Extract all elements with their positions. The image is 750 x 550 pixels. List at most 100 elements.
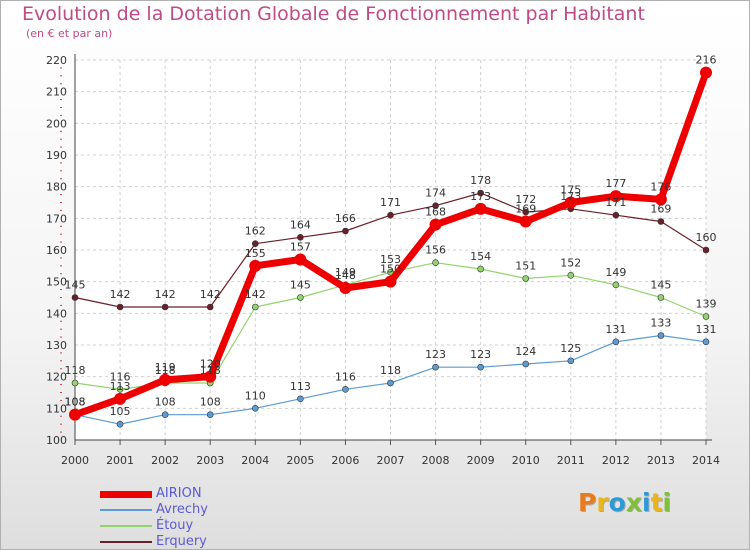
data-point xyxy=(474,202,487,215)
logo-letter: P xyxy=(578,488,597,517)
chart-title: Evolution de la Dotation Globale de Fonc… xyxy=(22,3,645,25)
data-label: 118 xyxy=(200,364,221,377)
logo-letter: r xyxy=(596,488,609,517)
data-point xyxy=(387,379,394,387)
data-point xyxy=(387,211,394,219)
data-point xyxy=(477,265,484,273)
data-point xyxy=(522,275,530,282)
data-point xyxy=(564,196,577,209)
data-label: 142 xyxy=(155,288,176,301)
series xyxy=(69,66,712,428)
x-tick-label: 2008 xyxy=(422,454,450,467)
data-point xyxy=(432,202,439,209)
data-point xyxy=(116,420,124,428)
data-point xyxy=(161,303,169,311)
data-point xyxy=(251,303,259,311)
x-tick-label: 2013 xyxy=(647,454,675,467)
data-point xyxy=(116,386,124,393)
y-tick-label: 150 xyxy=(46,276,67,289)
data-label: 154 xyxy=(470,250,491,263)
y-tick-label: 110 xyxy=(46,402,67,415)
data-point xyxy=(71,294,79,301)
data-point xyxy=(206,411,214,418)
data-point xyxy=(612,281,620,289)
x-tick-label: 2001 xyxy=(106,454,134,467)
data-label: 173 xyxy=(470,190,491,203)
data-point xyxy=(297,294,304,301)
data-point xyxy=(654,193,667,206)
data-label: 108 xyxy=(155,396,176,409)
data-label: 164 xyxy=(290,218,311,231)
data-label: 155 xyxy=(245,247,266,260)
data-point xyxy=(116,303,124,311)
data-label: 149 xyxy=(335,266,356,279)
series-1 xyxy=(71,332,710,428)
data-label: 105 xyxy=(110,405,131,418)
y-tick-label: 210 xyxy=(46,86,67,99)
data-label: 177 xyxy=(605,177,626,190)
legend-label: Avrechy xyxy=(156,502,208,517)
y-tick-label: 220 xyxy=(46,54,67,67)
data-point xyxy=(657,294,665,301)
data-point xyxy=(204,370,217,383)
data-label: 156 xyxy=(425,244,446,257)
y-tick-label: 160 xyxy=(46,244,67,257)
data-label: 131 xyxy=(696,323,717,336)
data-point xyxy=(477,363,484,371)
data-point xyxy=(612,338,620,346)
x-tick-label: 2014 xyxy=(692,454,720,467)
x-tick-label: 2006 xyxy=(331,454,359,467)
data-point xyxy=(206,303,214,311)
data-label: 139 xyxy=(696,298,717,311)
data-point xyxy=(297,234,304,241)
y-tick-label: 200 xyxy=(46,117,67,130)
logo-letter: i xyxy=(642,488,651,517)
x-tick-label: 2000 xyxy=(61,454,89,467)
data-point xyxy=(161,411,169,418)
data-label: 116 xyxy=(110,370,131,383)
data-point xyxy=(567,272,575,279)
series-3 xyxy=(71,189,710,311)
logo-letter: o xyxy=(608,488,626,517)
logo-letter: x xyxy=(625,488,642,517)
data-point xyxy=(339,282,352,294)
y-tick-label: 180 xyxy=(46,181,67,194)
y-tick-label: 140 xyxy=(46,307,67,320)
x-tick-label: 2003 xyxy=(196,454,224,467)
x-tick-label: 2005 xyxy=(286,454,314,467)
data-point xyxy=(69,408,81,421)
data-point xyxy=(294,253,307,266)
data-label: 145 xyxy=(650,279,671,292)
data-label: 152 xyxy=(560,256,581,269)
data-label: 118 xyxy=(380,364,401,377)
data-point xyxy=(159,373,172,386)
legend-swatch xyxy=(100,509,152,511)
x-tick-label: 2010 xyxy=(512,454,540,467)
data-labels: 108 113 119 120 155 157 148 150 168 173 169 175 177 1… xyxy=(65,54,717,418)
logo-letter: t xyxy=(650,488,663,517)
legend-label: Étouy xyxy=(156,518,194,533)
data-label: 125 xyxy=(560,342,581,355)
data-point xyxy=(432,259,439,266)
data-point xyxy=(702,313,710,320)
y-tick-label: 190 xyxy=(46,149,67,162)
data-label: 108 xyxy=(65,396,86,409)
x-tick-label: 2007 xyxy=(377,454,405,467)
data-point xyxy=(477,189,484,197)
logo-letter: i xyxy=(662,488,672,517)
data-label: 133 xyxy=(650,317,671,330)
data-point xyxy=(432,363,439,371)
axes: 100 110 120 130 140 150 160 170 180 190 200 210 220 2… xyxy=(46,54,720,467)
data-label: 174 xyxy=(425,187,446,200)
data-point xyxy=(342,386,349,393)
data-label: 171 xyxy=(380,196,401,209)
data-label: 216 xyxy=(696,54,717,67)
series-0 xyxy=(69,66,712,421)
data-label: 162 xyxy=(245,225,266,238)
data-label: 113 xyxy=(290,380,311,393)
chart-subtitle: (en € et par an) xyxy=(26,27,113,40)
proxiti-logo: Proxiti xyxy=(578,488,671,517)
data-point xyxy=(342,227,349,235)
x-tick-label: 2011 xyxy=(557,454,585,467)
data-label: 151 xyxy=(515,260,536,273)
